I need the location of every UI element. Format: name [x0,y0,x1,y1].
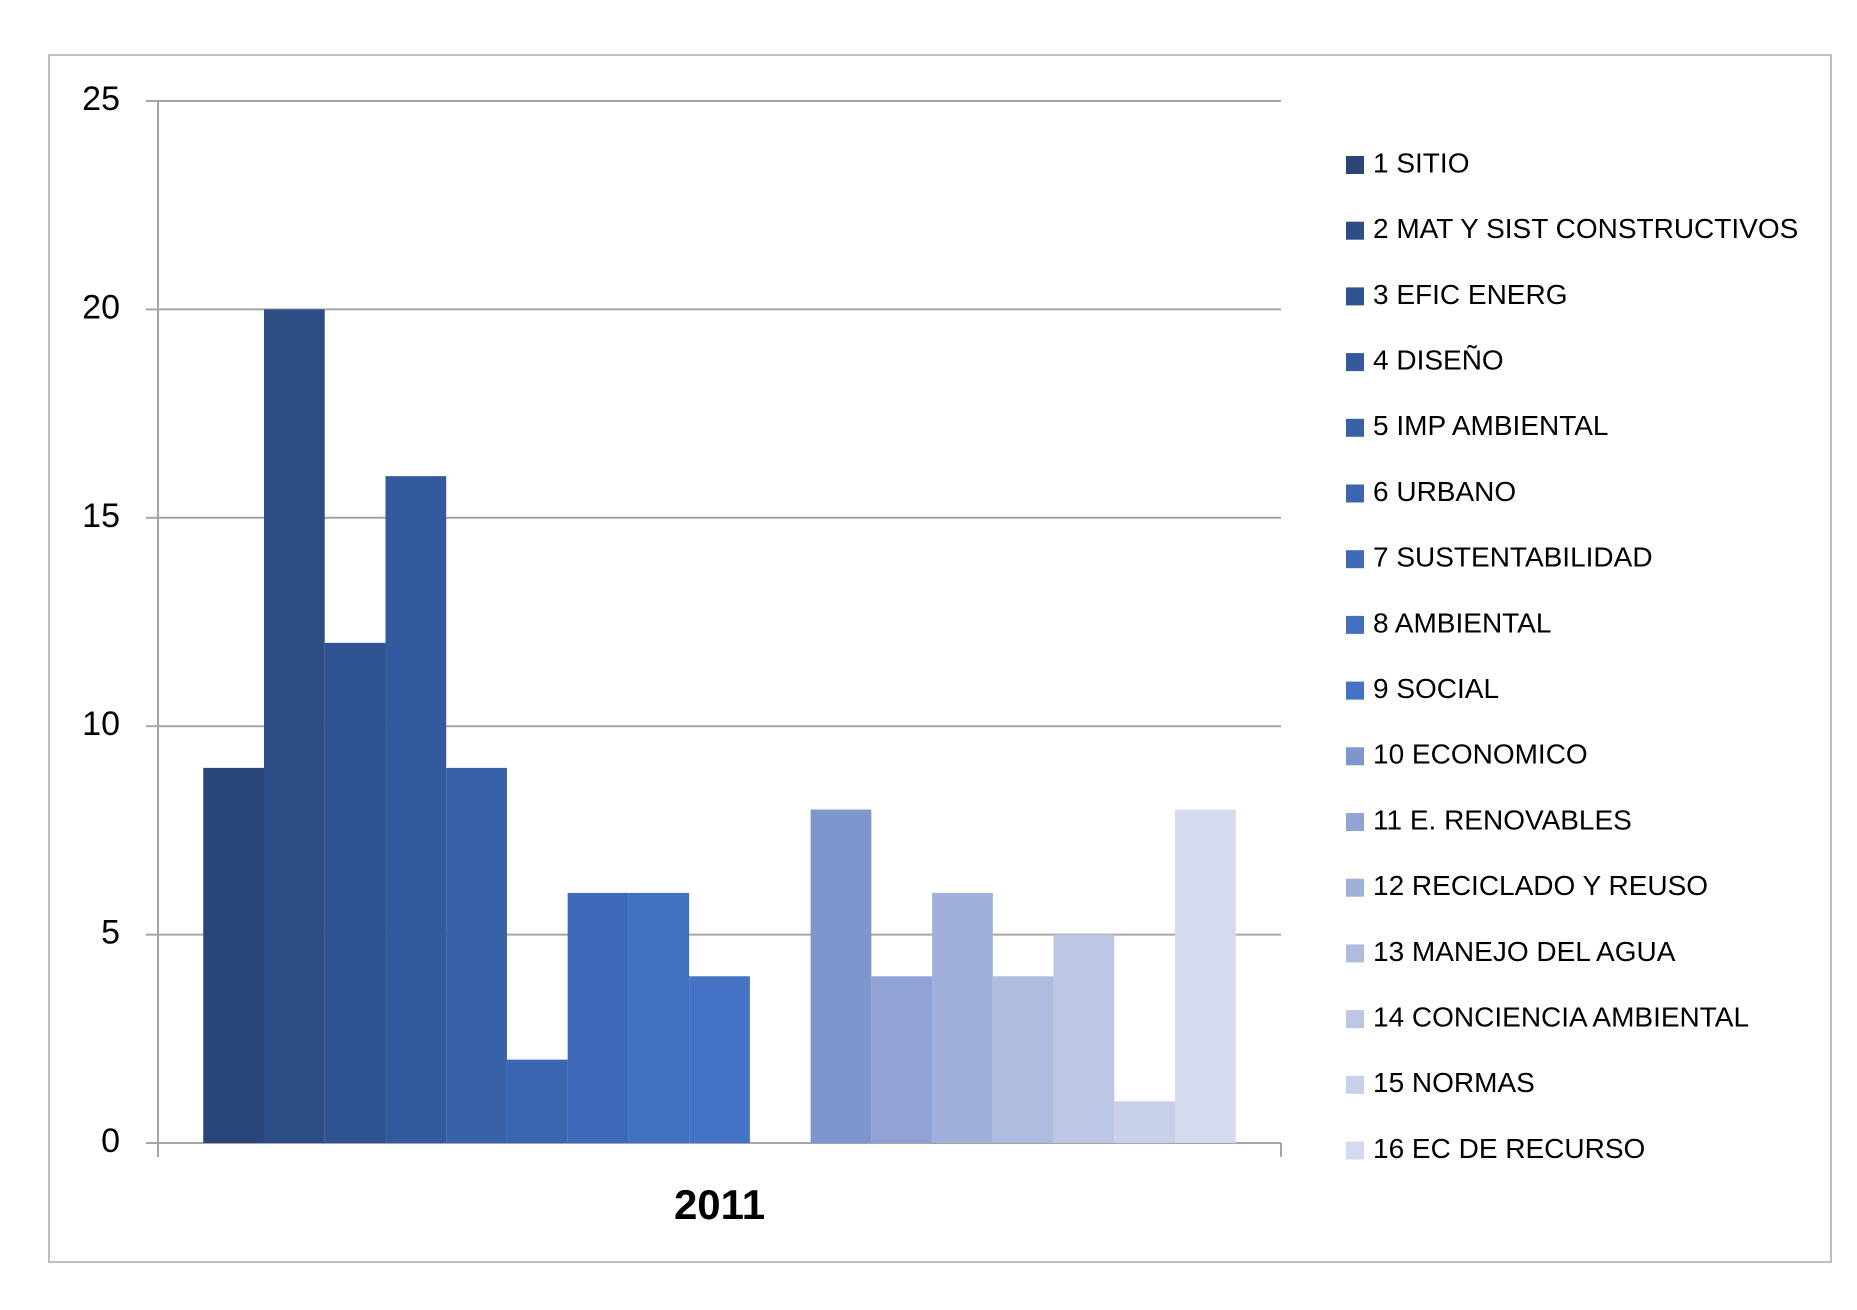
legend-label: 5 IMP AMBIENTAL [1373,410,1608,441]
legend-label: 15 NORMAS [1373,1067,1535,1098]
y-tick-label: 25 [82,80,120,118]
legend-swatch [1346,221,1364,240]
bar [689,976,750,1143]
legend-label: 12 RECICLADO Y REUSO [1373,870,1708,901]
legend-label: 1 SITIO [1373,147,1469,178]
legend-swatch [1346,353,1364,372]
legend-label: 8 AMBIENTAL [1373,607,1551,638]
bar [871,976,933,1143]
legend-label: 16 EC DE RECURSO [1373,1133,1645,1164]
legend-label: 6 URBANO [1373,476,1516,507]
bar [324,642,386,1143]
legend-swatch [1346,681,1364,700]
legend-swatch [1346,550,1364,569]
legend-swatch [1346,944,1364,963]
legend-swatch [1346,813,1364,831]
legend-swatch [1346,287,1364,306]
legend-swatch [1346,1075,1364,1094]
bar [446,767,507,1143]
bar [263,309,325,1143]
bar [1175,809,1236,1143]
bar [567,892,629,1143]
bar [628,892,690,1143]
legend-label: 3 EFIC ENERG [1373,279,1567,310]
x-tick-label: 2011 [674,1181,765,1228]
legend-label: 7 SUSTENTABILIDAD [1373,542,1653,573]
legend-swatch [1346,747,1364,766]
legend-swatch [1346,484,1364,503]
y-tick-label: 10 [82,705,120,743]
legend-label: 2 MAT Y SIST CONSTRUCTIVOS [1373,213,1798,244]
bar [506,1059,568,1143]
legend-label: 10 ECONOMICO [1373,739,1588,770]
bar [810,809,872,1143]
bar [992,976,1054,1143]
y-tick-label: 15 [82,497,120,535]
bar [932,892,993,1143]
legend-swatch [1346,615,1364,634]
legend-swatch [1346,878,1364,897]
bar [1114,1101,1176,1143]
legend-label: 11 E. RENOVABLES [1373,804,1632,835]
legend-swatch [1346,156,1364,174]
bar [1053,934,1115,1143]
legend-label: 9 SOCIAL [1373,673,1499,704]
legend-swatch [1346,1141,1364,1160]
y-tick-label: 5 [101,914,120,952]
legend-label: 14 CONCIENCIA AMBIENTAL [1373,1001,1749,1032]
y-tick-label: 20 [82,288,120,326]
legend-swatch [1346,1010,1364,1029]
legend-label: 13 MANEJO DEL AGUA [1373,936,1676,967]
y-tick-label: 0 [101,1122,120,1160]
bar [385,476,447,1143]
bar [203,767,264,1143]
legend-swatch [1346,418,1364,437]
legend-label: 4 DISEÑO [1373,344,1504,375]
